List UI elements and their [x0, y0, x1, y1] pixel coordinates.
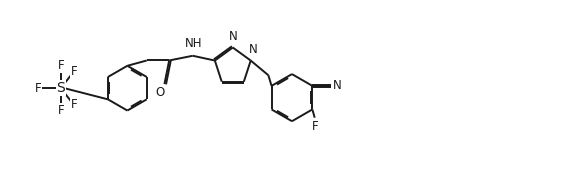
Text: N: N — [228, 30, 237, 43]
Text: O: O — [155, 86, 164, 99]
Text: NH: NH — [185, 37, 202, 50]
Text: N: N — [249, 43, 257, 56]
Text: F: F — [311, 120, 318, 133]
Text: F: F — [57, 59, 64, 72]
Text: F: F — [71, 98, 77, 111]
Text: N: N — [333, 79, 342, 92]
Text: F: F — [35, 82, 42, 95]
Text: F: F — [57, 104, 64, 117]
Text: F: F — [71, 65, 77, 78]
Text: S: S — [57, 81, 65, 95]
